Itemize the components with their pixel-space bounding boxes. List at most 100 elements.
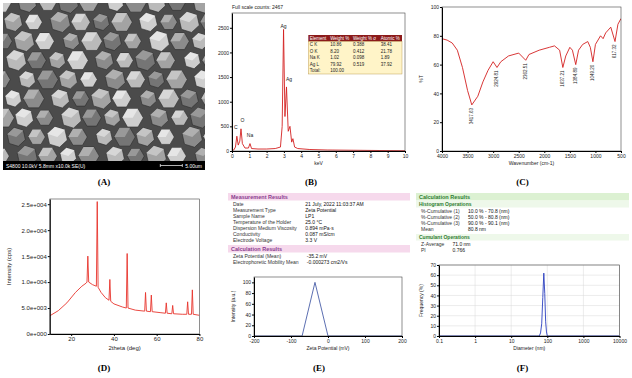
- crystal-facet: [122, 109, 138, 118]
- crystal-facet: [158, 90, 174, 99]
- peak-label: 2924.81: [494, 70, 499, 87]
- tick-label: 10: [509, 338, 515, 344]
- grid-line: [547, 265, 548, 336]
- tick-label: 2500: [514, 153, 525, 159]
- tick-mark: [230, 52, 232, 53]
- tick-label: 20: [433, 119, 439, 125]
- crystal-facet: [105, 69, 123, 79]
- tick-label: 100: [544, 338, 553, 344]
- tick-label: 1: [248, 153, 251, 159]
- tick-label: 0: [248, 333, 251, 339]
- y-axis-title: Intensity (cps): [6, 248, 12, 285]
- crystal: [104, 109, 120, 126]
- crystal-facet: [35, 33, 49, 41]
- tick-label: 2000: [539, 153, 550, 159]
- plot-frame: [232, 13, 405, 151]
- crystal-facet: [146, 146, 164, 156]
- panel-label: (E): [313, 363, 325, 373]
- crystal: [28, 130, 45, 145]
- crystal-facet: [127, 149, 140, 156]
- crystal-facet: [4, 13, 20, 22]
- tick-label: 60: [433, 62, 439, 68]
- tick: 1000: [218, 99, 232, 105]
- tick: 4: [300, 151, 303, 159]
- tick: 20: [433, 119, 442, 125]
- tick-label: 60: [430, 272, 436, 278]
- grid-line: [475, 265, 476, 336]
- grid-line: [439, 295, 620, 296]
- crystal-facet: [91, 88, 109, 98]
- scale-bar-label: 5.00um: [185, 163, 202, 169]
- crystal: [59, 70, 77, 89]
- tick-mark: [437, 336, 439, 337]
- crystal-facet: [157, 130, 170, 137]
- table-header-band: [308, 35, 402, 42]
- crystal-facet: [136, 128, 152, 137]
- crystal: [156, 52, 175, 69]
- axis-line: [254, 278, 255, 337]
- section-title: Calculation Results: [419, 194, 470, 200]
- axis-line: [50, 334, 200, 335]
- grid-line: [439, 325, 620, 326]
- crystal: [19, 71, 35, 88]
- crystal-facet: [79, 3, 93, 4]
- crystal: [105, 69, 125, 90]
- tick-label: 80: [433, 33, 439, 39]
- x-axis-title: 2theta (deg): [108, 345, 140, 351]
- tick-label: 0e+000: [27, 331, 48, 337]
- info-key: PI: [421, 247, 426, 253]
- tick-mark: [48, 230, 50, 231]
- grid-line: [439, 275, 620, 276]
- tick-label: 1.0e+004: [22, 279, 48, 285]
- plot-area: [254, 282, 402, 336]
- crystal-facet: [201, 91, 205, 98]
- tick: 60: [245, 301, 254, 307]
- crystal-facet: [23, 90, 39, 99]
- crystal: [184, 52, 200, 69]
- tick-label: 0: [226, 148, 229, 154]
- micrograph-background: [3, 3, 205, 170]
- crystal-facet: [68, 129, 82, 137]
- crystal: [148, 71, 164, 88]
- info-value: 80.8 nm: [468, 226, 486, 232]
- tick-label: 200: [398, 338, 407, 344]
- crystal: [68, 129, 87, 146]
- tick: 80: [245, 290, 254, 296]
- tick-mark: [252, 336, 254, 337]
- crystal: [136, 128, 154, 147]
- crystal: [111, 13, 132, 31]
- crystal-facet: [200, 14, 205, 22]
- tick-label: 50: [430, 282, 436, 288]
- tick-label: 500: [617, 153, 626, 159]
- crystal: [61, 108, 81, 129]
- tick: 60: [433, 62, 442, 68]
- peak-label: 3417.63: [469, 107, 474, 124]
- tick-mark: [48, 308, 50, 309]
- crystal-facet: [202, 51, 205, 60]
- table-cell: 37.92: [381, 62, 393, 67]
- panel: 4000350030002500200015001000500020406080…: [418, 4, 626, 187]
- crystal-facet: [182, 127, 200, 137]
- tick: 7: [352, 151, 355, 159]
- crystal-facet: [190, 108, 205, 118]
- table-header: Weight % σ: [353, 36, 376, 41]
- tick-label: 100: [431, 4, 440, 10]
- crystal: [36, 110, 53, 125]
- crystal: [14, 31, 34, 52]
- x-axis-title: Zeta Potential (mV): [306, 345, 349, 351]
- data-line: [439, 273, 620, 336]
- crystal-facet: [60, 148, 74, 156]
- crystal-facet: [203, 129, 205, 137]
- x-axis-title: Diameter (nm): [513, 345, 545, 351]
- panel-label: (F): [517, 363, 529, 373]
- tick: 8: [370, 151, 373, 159]
- crystal: [116, 53, 133, 68]
- tick: 0: [433, 333, 439, 339]
- tick: 80: [197, 334, 204, 342]
- tick: 30: [430, 303, 439, 309]
- tick: 1000: [590, 151, 601, 159]
- tick-mark: [48, 282, 50, 283]
- crystal: [200, 14, 205, 31]
- crystal: [81, 32, 102, 50]
- crystal-facet: [95, 51, 111, 60]
